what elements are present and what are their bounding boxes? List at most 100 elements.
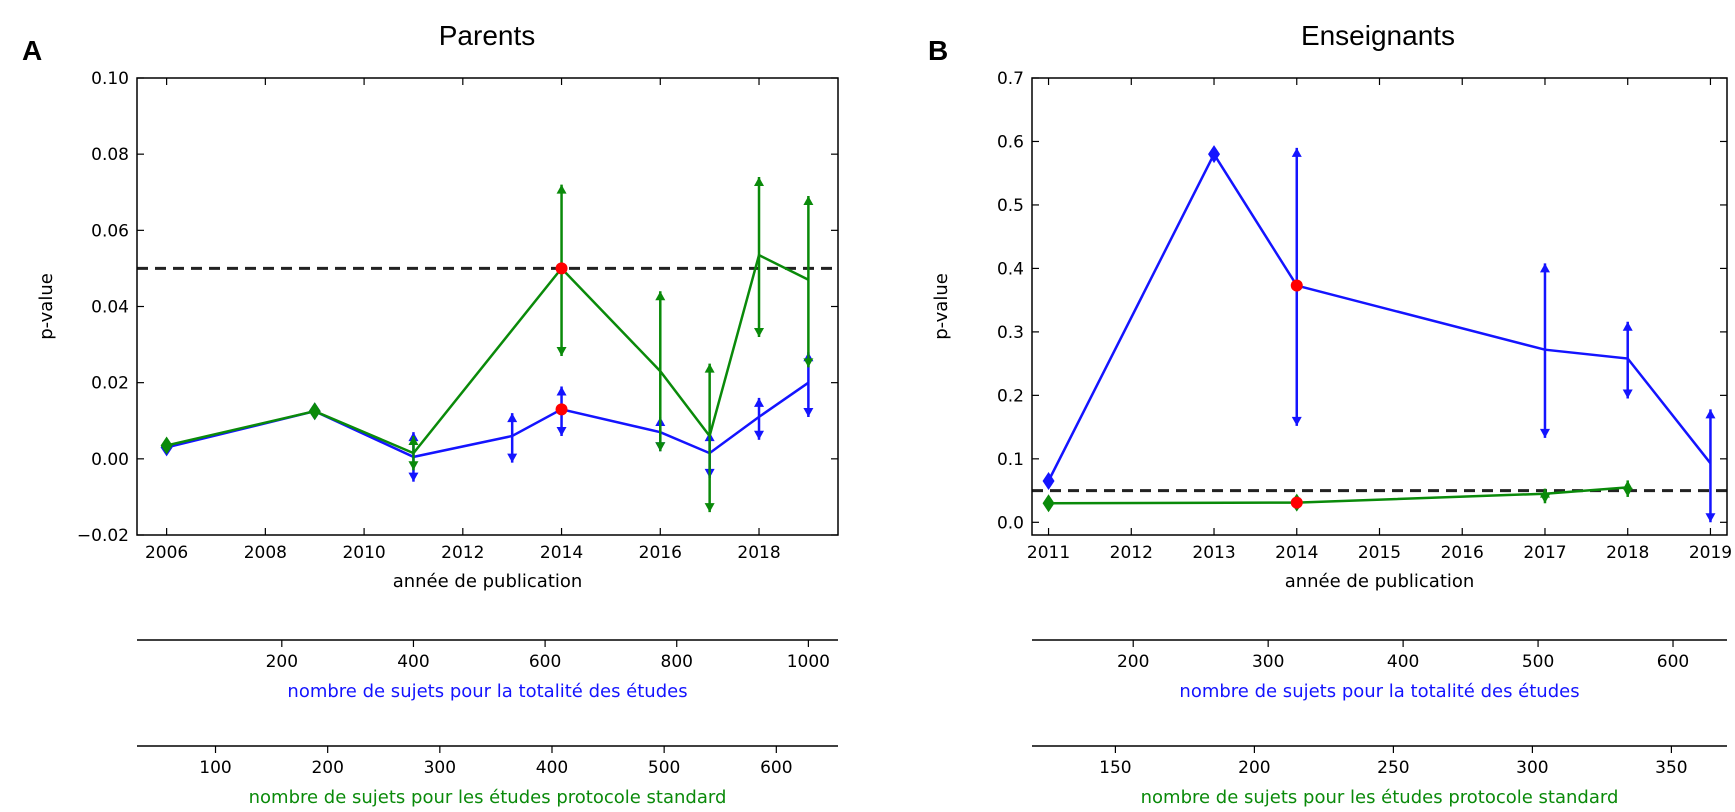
x-tick-label: 2011 (1027, 543, 1070, 563)
cap-down (556, 426, 567, 436)
x-tick-label: 2012 (1110, 543, 1153, 563)
secondary-tick-label: 200 (1117, 652, 1149, 672)
secondary-tick-label: 1000 (787, 652, 830, 672)
y-tick-label: 0.3 (997, 323, 1024, 343)
cap-up (408, 435, 419, 445)
cap-up (556, 386, 567, 396)
cap-up (754, 397, 765, 407)
error-bar-standard (308, 402, 321, 421)
error-bar-all (754, 397, 765, 440)
series-line-all (166, 381, 810, 459)
cap-up (1291, 147, 1302, 157)
x-tick-label: 2018 (737, 543, 780, 563)
cap-down (803, 358, 814, 368)
secondary-tick-label: 300 (1252, 652, 1284, 672)
highlight-point (555, 403, 568, 416)
error-bar-standard (408, 435, 419, 471)
x-tick-label: 2016 (639, 543, 682, 563)
secondary-tick-label: 200 (311, 758, 343, 778)
cap-diamond (160, 436, 173, 455)
cap-down (754, 327, 765, 337)
secondary-axis-1: 200 300 400 500 600 nombre de sujets pour la … (1032, 639, 1727, 702)
y-tick-label: 0.02 (91, 374, 129, 394)
error-bar-standard (655, 291, 666, 452)
y-axis-label: p-value (36, 273, 57, 340)
x-tick-label: 2014 (1275, 543, 1318, 563)
error-bar-all (1705, 409, 1716, 523)
cap-up (1622, 480, 1633, 490)
secondary-tick-label: 600 (529, 652, 561, 672)
cap-down (556, 347, 567, 357)
x-tick-label: 2015 (1358, 543, 1401, 563)
secondary-tick-label: 800 (661, 652, 693, 672)
y-tick-label: 0.4 (997, 259, 1024, 279)
panel-a: A Parents 2006 2008 2010 2012 2014 2016 2018 −0.0… (22, 20, 839, 808)
chart-title: Enseignants (1301, 20, 1455, 51)
x-tick-label: 2013 (1192, 543, 1235, 563)
y-tick-label: 0.06 (91, 221, 129, 241)
series-line-standard (166, 253, 809, 455)
y-tick-label: 0.1 (997, 450, 1024, 470)
cap-up (655, 291, 666, 301)
secondary-tick-label: 250 (1377, 758, 1409, 778)
secondary-tick-label: 300 (1516, 758, 1548, 778)
cap-down (408, 461, 419, 471)
cap-down (1622, 487, 1633, 497)
secondary-axis-1: 200 400 600 800 1000 nombre de sujets pour la… (137, 639, 838, 702)
error-bar-all (1539, 263, 1550, 438)
secondary-tick-label: 100 (199, 758, 231, 778)
series-line-standard (1048, 486, 1628, 505)
secondary-axis-label: nombre de sujets pour la totalité des ét… (287, 681, 687, 702)
cap-down (704, 503, 715, 513)
panel-letter: B (928, 35, 948, 66)
secondary-tick-label: 400 (397, 652, 429, 672)
secondary-axis-2: 100 200 300 400 500 600 nombre de sujets pour … (137, 745, 838, 808)
secondary-axis-label: nombre de sujets pour la totalité des ét… (1179, 681, 1579, 702)
y-tick-label: 0.0 (997, 513, 1024, 533)
plot-area (160, 177, 814, 513)
highlight-point (1290, 279, 1303, 292)
secondary-tick-label: 400 (536, 758, 568, 778)
cap-up (754, 177, 765, 187)
cap-up (1539, 263, 1550, 273)
cap-up (507, 413, 518, 423)
secondary-tick-label: 400 (1387, 652, 1419, 672)
panel-letter: A (22, 35, 42, 66)
plot-area (1042, 145, 1716, 523)
y-tick-label: 0.5 (997, 196, 1024, 216)
x-tick-label: 2018 (1606, 543, 1649, 563)
cap-diamond (308, 402, 321, 421)
y-tick-label: 0.7 (997, 69, 1024, 89)
error-bar-all (1622, 321, 1633, 399)
error-bar-all (1208, 145, 1221, 164)
error-bar-standard (704, 363, 715, 513)
cap-down (1291, 416, 1302, 426)
cap-down (803, 407, 814, 417)
cap-down (1622, 389, 1633, 399)
error-bar-standard (160, 436, 173, 455)
x-tick-label: 2006 (145, 543, 188, 563)
cap-down (1539, 428, 1550, 438)
x-axis-label: année de publication (393, 571, 583, 592)
cap-diamond (1042, 494, 1055, 513)
y-tick-label: 0.2 (997, 386, 1024, 406)
y-tick-label: 0.08 (91, 145, 129, 165)
y-tick-label: 0.00 (91, 450, 129, 470)
secondary-axis-2: 150 200 250 300 350 nombre de sujets pour les… (1032, 745, 1727, 808)
x-tick-label: 2010 (342, 543, 385, 563)
cap-up (704, 363, 715, 373)
secondary-tick-label: 600 (1657, 652, 1689, 672)
error-bar-standard (1042, 494, 1055, 513)
chart-title: Parents (439, 20, 536, 51)
y-axis-label: p-value (931, 273, 952, 340)
y-tick-label: 0.10 (91, 69, 129, 89)
error-bar-standard (1539, 488, 1550, 504)
cap-up (803, 196, 814, 206)
secondary-tick-label: 150 (1099, 758, 1131, 778)
cap-diamond (1208, 145, 1221, 164)
x-tick-label: 2016 (1441, 543, 1484, 563)
highlight-point (1290, 496, 1303, 509)
highlight-point (555, 262, 568, 275)
y-tick-label: −0.02 (77, 526, 129, 546)
